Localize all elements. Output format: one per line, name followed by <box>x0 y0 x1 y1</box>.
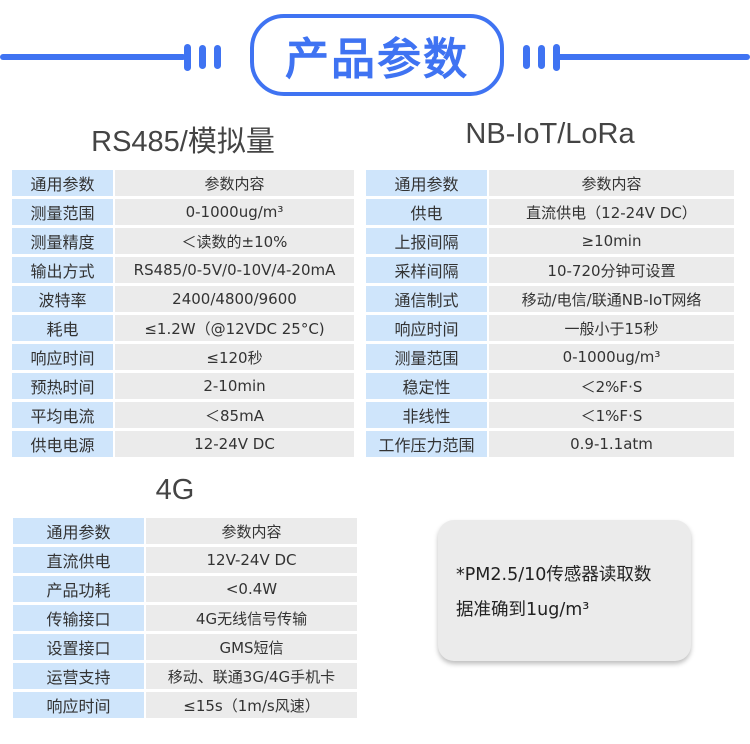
param-name: 直流供电 <box>13 547 144 573</box>
table-header-row: 通用参数 参数内容 <box>13 518 357 544</box>
table-row: 测量范围 0-1000ug/m³ <box>366 344 734 370</box>
table-row: 通信制式 移动/电信/联通NB-IoT网络 <box>366 286 734 312</box>
table-row: 产品功耗 <0.4W <box>13 576 357 602</box>
page-title: 产品参数 <box>250 14 504 96</box>
param-name: 通信制式 <box>366 286 487 312</box>
param-name: 测量精度 <box>12 228 113 254</box>
table-row: 输出方式 RS485/0-5V/0-10V/4-20mA <box>12 257 354 283</box>
param-name: 传输接口 <box>13 605 144 631</box>
param-value: 0-1000ug/m³ <box>489 344 734 370</box>
param-value: 12-24V DC <box>115 431 354 457</box>
note-line-2: 据准确到1ug/m³ <box>456 600 590 620</box>
title-bar-decoration <box>523 45 530 69</box>
param-name: 平均电流 <box>12 402 113 428</box>
table-row: 耗电 ≤1.2W（@12VDC 25°C) <box>12 315 354 341</box>
param-name: 响应时间 <box>366 315 487 341</box>
param-name: 上报间隔 <box>366 228 487 254</box>
param-name: 耗电 <box>12 315 113 341</box>
table-row: 工作压力范围 0.9-1.1atm <box>366 431 734 457</box>
param-name: 非线性 <box>366 402 487 428</box>
param-value: 10-720分钟可设置 <box>489 257 734 283</box>
param-value: 一般小于15秒 <box>489 315 734 341</box>
param-value: ≤1.2W（@12VDC 25°C) <box>115 315 354 341</box>
table-row: 采样间隔 10-720分钟可设置 <box>366 257 734 283</box>
table-row: 测量精度 ＜读数的±10% <box>12 228 354 254</box>
param-value: GMS短信 <box>146 634 357 660</box>
header-param: 通用参数 <box>12 170 113 196</box>
param-value: ＜85mA <box>115 402 354 428</box>
param-name: 供电 <box>366 199 487 225</box>
param-name: 稳定性 <box>366 373 487 399</box>
title-line-left <box>0 54 186 60</box>
rs485-spec-table: 通用参数 参数内容 测量范围 0-1000ug/m³ 测量精度 ＜读数的±10% 输出方式 R… <box>10 167 356 460</box>
param-name: 测量范围 <box>12 199 113 225</box>
table-row: 非线性 ＜1%F·S <box>366 402 734 428</box>
param-value: ＜1%F·S <box>489 402 734 428</box>
table-row: 预热时间 2-10min <box>12 373 354 399</box>
param-value: 0.9-1.1atm <box>489 431 734 457</box>
title-bar-decoration <box>214 45 221 69</box>
header-value: 参数内容 <box>489 170 734 196</box>
param-name: 供电电源 <box>12 431 113 457</box>
param-value: 移动、联通3G/4G手机卡 <box>146 663 357 689</box>
param-value: ≥10min <box>489 228 734 254</box>
title-bar-decoration <box>538 45 545 69</box>
header-param: 通用参数 <box>366 170 487 196</box>
param-value: 2400/4800/9600 <box>115 286 354 312</box>
param-name: 测量范围 <box>366 344 487 370</box>
param-name: 运营支持 <box>13 663 144 689</box>
table-row: 响应时间 ≤120秒 <box>12 344 354 370</box>
table-row: 上报间隔 ≥10min <box>366 228 734 254</box>
param-value: ＜读数的±10% <box>115 228 354 254</box>
table-row: 直流供电 12V-24V DC <box>13 547 357 573</box>
table-row: 平均电流 ＜85mA <box>12 402 354 428</box>
nbiot-spec-table: 通用参数 参数内容 供电 直流供电（12-24V DC） 上报间隔 ≥10min 采样间隔 1… <box>364 167 736 460</box>
header-value: 参数内容 <box>115 170 354 196</box>
param-value: ≤120秒 <box>115 344 354 370</box>
table-row: 响应时间 一般小于15秒 <box>366 315 734 341</box>
param-name: 采样间隔 <box>366 257 487 283</box>
table-row: 稳定性 ＜2%F·S <box>366 373 734 399</box>
header-value: 参数内容 <box>146 518 357 544</box>
param-name: 响应时间 <box>13 692 144 718</box>
table-header-row: 通用参数 参数内容 <box>366 170 734 196</box>
title-bar-decoration <box>184 44 191 71</box>
table-row: 响应时间 ≤15s（1m/s风速） <box>13 692 357 718</box>
param-name: 预热时间 <box>12 373 113 399</box>
param-value: RS485/0-5V/0-10V/4-20mA <box>115 257 354 283</box>
title-line-right <box>556 54 750 60</box>
table-row: 供电电源 12-24V DC <box>12 431 354 457</box>
param-name: 工作压力范围 <box>366 431 487 457</box>
accuracy-note: *PM2.5/10传感器读取数 据准确到1ug/m³ <box>438 520 691 661</box>
param-value: 直流供电（12-24V DC） <box>489 199 734 225</box>
param-name: 波特率 <box>12 286 113 312</box>
param-value: <0.4W <box>146 576 357 602</box>
header-param: 通用参数 <box>13 518 144 544</box>
param-value: 0-1000ug/m³ <box>115 199 354 225</box>
note-line-1: *PM2.5/10传感器读取数 <box>456 565 652 585</box>
param-name: 输出方式 <box>12 257 113 283</box>
table-header-row: 通用参数 参数内容 <box>12 170 354 196</box>
4g-spec-table: 通用参数 参数内容 直流供电 12V-24V DC 产品功耗 <0.4W 传输接口 4G无线信… <box>11 515 359 721</box>
param-value: 2-10min <box>115 373 354 399</box>
table-row: 运营支持 移动、联通3G/4G手机卡 <box>13 663 357 689</box>
param-name: 产品功耗 <box>13 576 144 602</box>
param-value: ＜2%F·S <box>489 373 734 399</box>
section-heading-rs485: RS485/模拟量 <box>91 126 275 158</box>
table-row: 设置接口 GMS短信 <box>13 634 357 660</box>
table-row: 波特率 2400/4800/9600 <box>12 286 354 312</box>
table-row: 供电 直流供电（12-24V DC） <box>366 199 734 225</box>
param-value: ≤15s（1m/s风速） <box>146 692 357 718</box>
param-name: 响应时间 <box>12 344 113 370</box>
table-row: 传输接口 4G无线信号传输 <box>13 605 357 631</box>
table-row: 测量范围 0-1000ug/m³ <box>12 199 354 225</box>
param-value: 移动/电信/联通NB-IoT网络 <box>489 286 734 312</box>
param-name: 设置接口 <box>13 634 144 660</box>
section-heading-nbiot: NB-IoT/LoRa <box>465 118 635 150</box>
title-bar-decoration <box>199 45 206 69</box>
param-value: 12V-24V DC <box>146 547 357 573</box>
param-value: 4G无线信号传输 <box>146 605 357 631</box>
section-heading-4g: 4G <box>155 474 195 506</box>
